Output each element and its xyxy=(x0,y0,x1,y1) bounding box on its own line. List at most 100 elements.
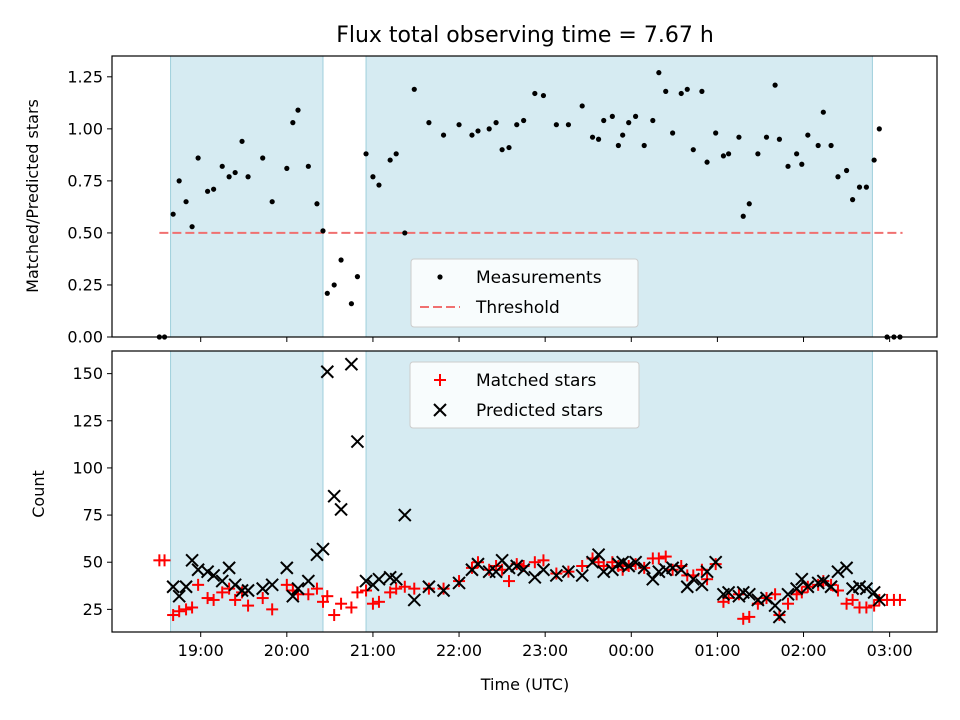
y-tick-label: 75 xyxy=(83,506,103,525)
predicted-star-point xyxy=(686,572,700,586)
count-legend: Matched stars Predicted stars xyxy=(409,361,640,429)
measurement-point xyxy=(820,109,826,115)
measurement-point xyxy=(506,144,512,151)
matched-legend-marker xyxy=(434,374,446,386)
matched-star-point xyxy=(384,586,397,599)
predicted-star-point xyxy=(215,574,229,588)
predicted-star-point xyxy=(316,542,330,556)
matched-star-point xyxy=(437,582,450,595)
measurement-point xyxy=(725,151,732,157)
predicted-star-marker-b xyxy=(172,589,186,603)
matched-star-point xyxy=(173,605,186,618)
matched-star-point xyxy=(782,597,795,610)
predicted-star-point xyxy=(708,555,723,569)
predicted-star-point xyxy=(816,574,831,588)
measurement-point xyxy=(670,130,676,136)
predicted-star-marker-b xyxy=(721,585,736,600)
matched-star-point xyxy=(229,593,242,606)
predicted-star-marker-b xyxy=(781,587,795,601)
predicted-star-marker-b xyxy=(398,508,412,522)
predicted-star-marker-b xyxy=(228,578,242,592)
predicted-star-marker-b xyxy=(591,547,606,562)
predicted-star-point xyxy=(772,610,787,624)
predicted-star-point xyxy=(359,574,373,588)
predicted-star-marker-b xyxy=(359,574,373,588)
predicted-star-marker-b xyxy=(452,576,466,590)
x-axis-label: Time (UTC) xyxy=(480,675,569,694)
measurement-point xyxy=(713,130,719,136)
predicted-star-marker-b xyxy=(549,568,564,583)
matched-star-point xyxy=(537,554,550,567)
predicted-star-marker-b xyxy=(327,489,341,503)
predicted-star-point xyxy=(286,589,300,603)
predicted-star-point xyxy=(502,561,516,575)
matched-star-point xyxy=(390,582,403,595)
measurement-point xyxy=(486,126,492,132)
predicted-legend-label: Predicted stars xyxy=(476,401,603,421)
y-tick-label: 1.25 xyxy=(67,67,103,86)
measurement-point xyxy=(626,120,632,126)
predicted-star-point xyxy=(291,581,305,596)
predicted-star-point xyxy=(859,581,874,596)
predicted-star-marker-b xyxy=(646,572,660,586)
y-tick-label: 0.75 xyxy=(67,171,103,190)
measurement-point xyxy=(835,174,841,180)
count-panel-frame xyxy=(111,350,938,633)
predicted-star-marker-b xyxy=(615,555,630,569)
measurement-point xyxy=(354,274,361,280)
predicted-star-point xyxy=(320,365,334,379)
predicted-star-marker-b xyxy=(621,559,636,573)
measurement-point xyxy=(650,117,656,124)
predicted-star-marker-b xyxy=(255,581,270,596)
predicted-star-point xyxy=(179,580,193,594)
x-tick-label: 21:00 xyxy=(350,641,396,660)
measurement-point xyxy=(363,151,369,157)
predicted-star-marker-b xyxy=(280,561,294,575)
matched-star-point xyxy=(465,561,478,574)
predicted-star-point xyxy=(795,572,809,586)
x-tick-label: 03:00 xyxy=(867,641,913,660)
predicted-star-point xyxy=(327,489,341,503)
predicted-star-marker-b xyxy=(801,580,815,594)
measurement-point xyxy=(828,142,834,149)
measurement-point xyxy=(411,86,417,92)
predicted-star-marker-b xyxy=(383,570,397,585)
y-tick-label: 0.50 xyxy=(67,223,103,242)
predicted-star-point xyxy=(516,563,531,577)
measurement-point xyxy=(387,157,393,163)
y-tick-label: 25 xyxy=(83,600,103,619)
predicted-star-marker-b xyxy=(872,593,887,607)
measurement-point xyxy=(615,142,621,149)
predicted-star-marker-b xyxy=(502,561,516,575)
predicted-star-marker-b xyxy=(585,555,600,569)
measurement-point xyxy=(690,147,696,153)
measurement-point xyxy=(521,117,527,124)
predicted-star-marker-b xyxy=(489,564,503,579)
matched-star-point xyxy=(422,582,435,595)
matched-star-point xyxy=(345,601,358,614)
matched-star-point xyxy=(310,582,323,595)
matched-star-point xyxy=(351,586,364,599)
x-tick-label: 02:00 xyxy=(780,641,826,660)
predicted-star-marker-b xyxy=(708,555,723,569)
predicted-star-point xyxy=(615,555,630,569)
predicted-star-marker-b xyxy=(742,587,756,601)
measurement-point xyxy=(620,132,626,138)
ratio-x-axis xyxy=(200,337,891,342)
predicted-star-marker-b xyxy=(241,583,255,598)
measurement-point xyxy=(183,199,189,205)
predicted-star-point xyxy=(206,568,221,583)
measurement-point xyxy=(678,90,684,97)
matched-star-point xyxy=(666,563,679,576)
measurement-point xyxy=(393,151,399,157)
predicted-star-point xyxy=(172,589,186,603)
predicted-star-point xyxy=(674,563,688,577)
predicted-star-marker-b xyxy=(736,585,750,600)
predicted-star-point xyxy=(872,593,887,607)
predicted-star-point xyxy=(200,564,215,579)
matched-star-point xyxy=(528,556,541,569)
measurement-point xyxy=(331,282,337,288)
matched-star-point xyxy=(223,582,236,595)
predicted-star-marker-b xyxy=(222,561,236,575)
predicted-star-point xyxy=(334,502,348,517)
